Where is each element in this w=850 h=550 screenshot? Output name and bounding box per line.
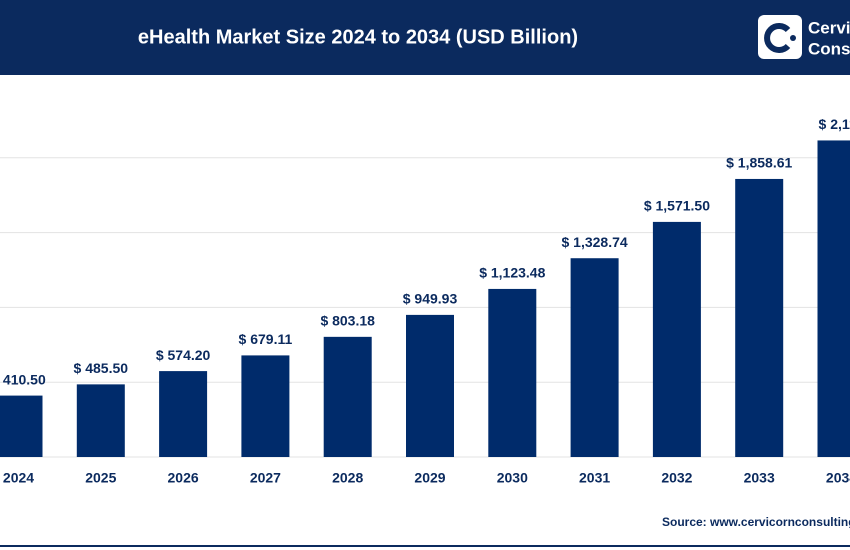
source: Source: www.cervicornconsulting.com — [662, 515, 850, 529]
value-label: $ 1,123.48 — [479, 265, 545, 281]
x-tick-label: 2026 — [168, 470, 199, 486]
value-label: $ 1,571.50 — [644, 198, 710, 214]
value-label: $ 574.20 — [156, 347, 211, 363]
bar — [735, 178, 784, 457]
bar — [0, 395, 43, 457]
value-label: $ 485.50 — [74, 360, 129, 376]
x-tick-label: 2031 — [579, 470, 610, 486]
logo-dot — [790, 35, 796, 41]
bar — [159, 371, 208, 457]
bar — [323, 336, 372, 457]
value-label: $ 410.50 — [0, 371, 46, 387]
x-tick-label: 2025 — [85, 470, 116, 486]
bar — [570, 258, 619, 457]
x-tick-label: 2034 — [826, 470, 850, 486]
bar — [817, 140, 850, 457]
bar — [76, 384, 125, 457]
x-tick-label: 2029 — [414, 470, 445, 486]
x-tick-label: 2024 — [3, 470, 34, 486]
value-label: $ 2,116 — [819, 116, 850, 132]
value-label: $ 1,858.61 — [726, 155, 792, 171]
value-label: $ 803.18 — [320, 313, 375, 329]
x-tick-label: 2032 — [661, 470, 692, 486]
x-tick-label: 2028 — [332, 470, 363, 486]
bar — [241, 355, 290, 457]
x-tick-label: 2033 — [744, 470, 775, 486]
logo-icon — [764, 23, 791, 53]
brand-line: Cervicorn — [808, 18, 850, 37]
value-label: $ 1,328.74 — [562, 234, 628, 250]
bar — [652, 221, 701, 457]
header-band — [0, 0, 850, 75]
chart-title: eHealth Market Size 2024 to 2034 (USD Bi… — [138, 26, 578, 48]
x-tick-label: 2030 — [497, 470, 528, 486]
bar — [488, 288, 537, 457]
value-label: $ 679.11 — [239, 331, 293, 347]
x-tick-label: 2027 — [250, 470, 281, 486]
value-label: $ 949.93 — [403, 291, 458, 307]
bar — [406, 314, 454, 457]
brand-line: Consulting — [808, 39, 850, 58]
